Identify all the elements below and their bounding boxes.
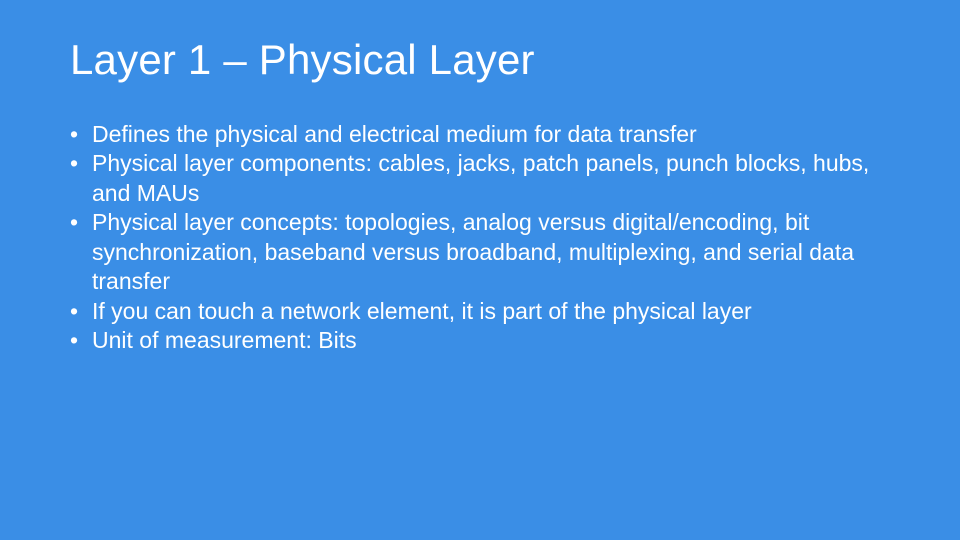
bullet-item: Defines the physical and electrical medi…: [70, 120, 890, 149]
slide-title: Layer 1 – Physical Layer: [70, 36, 890, 84]
bullet-item: Unit of measurement: Bits: [70, 326, 890, 355]
bullet-item: Physical layer components: cables, jacks…: [70, 149, 890, 208]
bullet-item: Physical layer concepts: topologies, ana…: [70, 208, 890, 296]
bullet-item: If you can touch a network element, it i…: [70, 297, 890, 326]
slide-bullet-list: Defines the physical and electrical medi…: [70, 120, 890, 356]
